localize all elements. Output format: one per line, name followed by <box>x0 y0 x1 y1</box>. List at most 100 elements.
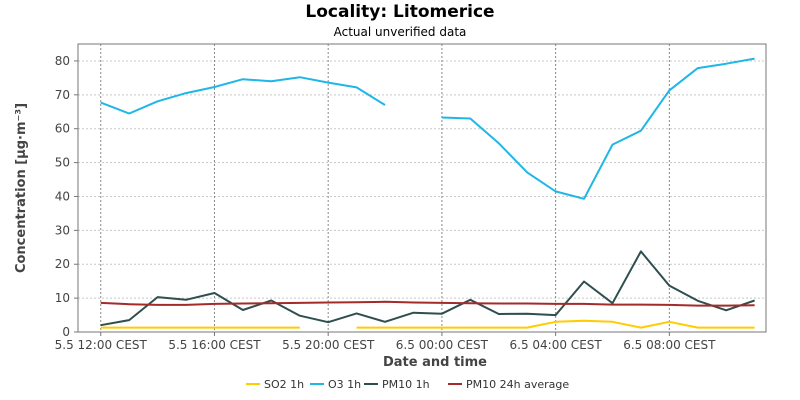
data-point-pm10-24h-average <box>327 302 329 304</box>
data-point-pm10-1h <box>128 319 130 321</box>
y-tick-label: 10 <box>55 291 70 305</box>
series-line-o3-1h <box>100 76 386 115</box>
data-point-o3-1h <box>299 76 301 78</box>
x-tick-label: 5.5 16:00 CEST <box>168 338 261 352</box>
data-point-pm10-1h <box>214 292 216 294</box>
data-point-pm10-24h-average <box>384 301 386 303</box>
data-point-so2-1h <box>242 327 244 329</box>
x-tick-label: 6.5 08:00 CEST <box>623 338 716 352</box>
data-point-pm10-24h-average <box>640 304 642 306</box>
legend-item-pm10-1h: PM10 1h <box>364 378 430 391</box>
data-point-so2-1h <box>754 327 756 329</box>
data-point-pm10-24h-average <box>612 304 614 306</box>
x-axis-label: Date and time <box>383 355 487 370</box>
data-point-pm10-24h-average <box>498 303 500 305</box>
y-tick-label: 20 <box>55 257 70 271</box>
data-point-o3-1h <box>441 117 443 119</box>
data-point-pm10-24h-average <box>185 304 187 306</box>
x-tick-label: 6.5 00:00 CEST <box>396 338 489 352</box>
series-line-o3-1h <box>441 57 755 200</box>
data-point-o3-1h <box>668 89 670 91</box>
legend-item-o3-1h: O3 1h <box>310 378 361 391</box>
y-axis-label: Concentration [µg·m⁻³] <box>14 103 29 273</box>
data-point-so2-1h <box>668 321 670 323</box>
data-point-pm10-1h <box>469 299 471 301</box>
data-point-o3-1h <box>185 92 187 94</box>
data-point-pm10-24h-average <box>526 303 528 305</box>
data-point-so2-1h <box>555 321 557 323</box>
data-point-o3-1h <box>100 102 102 104</box>
data-point-pm10-1h <box>441 313 443 315</box>
data-point-pm10-1h <box>725 309 727 311</box>
data-point-o3-1h <box>697 67 699 69</box>
data-point-o3-1h <box>327 82 329 84</box>
data-point-o3-1h <box>242 78 244 80</box>
data-point-pm10-1h <box>754 300 756 302</box>
data-point-o3-1h <box>469 118 471 120</box>
data-point-o3-1h <box>128 113 130 115</box>
data-point-so2-1h <box>413 327 415 329</box>
series-so2-1h <box>100 319 756 329</box>
data-point-so2-1h <box>270 327 272 329</box>
data-point-pm10-1h <box>498 313 500 315</box>
x-tick-label: 6.5 04:00 CEST <box>510 338 603 352</box>
data-point-pm10-24h-average <box>356 301 358 303</box>
legend-label: SO2 1h <box>264 378 304 391</box>
y-tick-label: 50 <box>55 156 70 170</box>
legend: SO2 1h O3 1h PM10 1h PM10 24h average <box>246 378 569 391</box>
data-point-pm10-24h-average <box>242 303 244 305</box>
data-point-so2-1h <box>384 327 386 329</box>
data-point-pm10-1h <box>640 250 642 252</box>
grid-layer <box>78 44 766 332</box>
tick-layer: 0 10 20 30 40 50 60 70 80 5.5 12:00 CEST 5.5 16:00… <box>55 54 716 352</box>
data-point-pm10-24h-average <box>413 302 415 304</box>
data-point-pm10-1h <box>583 281 585 283</box>
data-point-pm10-24h-average <box>441 302 443 304</box>
data-point-so2-1h <box>214 327 216 329</box>
data-point-so2-1h <box>356 327 358 329</box>
data-point-so2-1h <box>725 327 727 329</box>
data-point-so2-1h <box>469 327 471 329</box>
data-point-o3-1h <box>526 171 528 173</box>
legend-item-so2-1h: SO2 1h <box>246 378 304 391</box>
data-point-o3-1h <box>356 86 358 88</box>
data-point-so2-1h <box>612 321 614 323</box>
data-point-pm10-1h <box>697 300 699 302</box>
data-point-pm10-1h <box>384 321 386 323</box>
data-point-pm10-1h <box>185 299 187 301</box>
data-point-pm10-24h-average <box>754 304 756 306</box>
data-point-o3-1h <box>498 142 500 144</box>
data-point-so2-1h <box>299 327 301 329</box>
data-point-pm10-1h <box>299 315 301 317</box>
data-point-pm10-24h-average <box>469 302 471 304</box>
data-point-pm10-1h <box>555 314 557 316</box>
legend-label: PM10 24h average <box>466 378 569 391</box>
data-point-pm10-24h-average <box>555 303 557 305</box>
data-point-pm10-1h <box>668 285 670 287</box>
data-point-pm10-24h-average <box>157 304 159 306</box>
data-point-o3-1h <box>214 86 216 88</box>
data-point-pm10-24h-average <box>697 305 699 307</box>
data-point-o3-1h <box>270 80 272 82</box>
legend-label: PM10 1h <box>382 378 430 391</box>
data-point-o3-1h <box>754 58 756 60</box>
data-point-so2-1h <box>157 327 159 329</box>
y-tick-label: 30 <box>55 223 70 237</box>
data-point-o3-1h <box>157 100 159 102</box>
data-point-pm10-24h-average <box>100 302 102 304</box>
data-point-pm10-24h-average <box>214 303 216 305</box>
data-point-o3-1h <box>725 63 727 65</box>
chart-subtitle: Actual unverified data <box>334 25 467 39</box>
y-tick-label: 60 <box>55 122 70 136</box>
series-o3-1h <box>100 57 756 200</box>
y-tick-label: 80 <box>55 54 70 68</box>
data-point-so2-1h <box>498 327 500 329</box>
data-point-o3-1h <box>612 144 614 146</box>
data-point-so2-1h <box>583 320 585 322</box>
data-point-so2-1h <box>185 327 187 329</box>
legend-label: O3 1h <box>328 378 361 391</box>
data-point-pm10-1h <box>356 312 358 314</box>
x-tick-label: 5.5 20:00 CEST <box>282 338 375 352</box>
data-point-o3-1h <box>640 130 642 132</box>
